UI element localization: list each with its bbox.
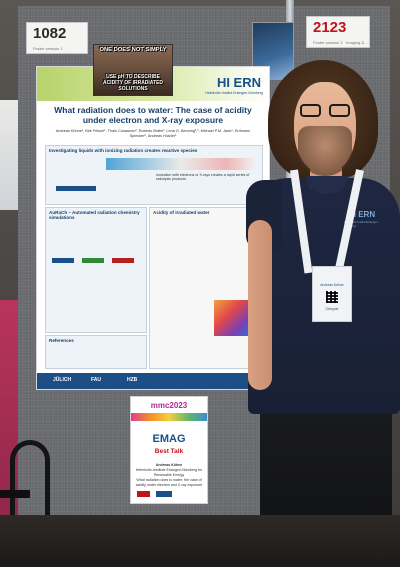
name-badge: Andreas Kühne Delegate (312, 266, 352, 322)
poster-section-auracch: AuRaCh – Automated radiation chemistry s… (45, 207, 147, 333)
hiern-logo: HI ERN (216, 75, 261, 90)
glasses-lens (300, 104, 321, 117)
poster-authors: Andreas Kühne¹, Birk Fritsch¹, Thaïs Cou… (55, 129, 251, 138)
glasses-icon (300, 104, 352, 118)
section-header: AuRaCh – Automated radiation chemistry s… (49, 210, 140, 220)
badge-role: Delegate (325, 307, 339, 311)
badge-name: Andreas Kühne (320, 283, 344, 287)
shirt-logo: HI ERN (348, 210, 376, 219)
meme-sticker: ONE DOES NOT SIMPLY USE pH TO DESCRIBE A… (93, 44, 173, 96)
board-number-tag-left: 1082 Poster session 1 (26, 22, 88, 54)
figure-bar (52, 258, 74, 263)
award-affiliation: Helmholtz-Institute Erlangen-Nürnberg fo… (135, 468, 203, 477)
poster-title: What radiation does to water: The case o… (54, 105, 252, 125)
beard (298, 126, 352, 176)
radiolysis-figure (106, 158, 256, 170)
figure-bar (82, 258, 104, 263)
shirt-collar (306, 176, 348, 194)
award-recipient-block: Andreas Kühne Helmholtz-Institute Erlang… (135, 463, 203, 488)
board-number: 1082 (33, 25, 67, 42)
section-text: Ionization with electrons or X-rays crea… (156, 173, 250, 181)
footer-logo: JÜLICH (53, 377, 72, 383)
hiern-logo-subtitle: Helmholtz-Institut Erlangen-Nürnberg (205, 91, 263, 95)
award-event-logo: mmc2023 (150, 401, 188, 410)
footer-logo: FAU (91, 377, 101, 383)
floor (0, 515, 400, 567)
board-session: Poster session 1 (33, 46, 63, 51)
board-number: 2123 (313, 19, 347, 36)
award-talk-title: What radiation does to water: the case o… (135, 478, 203, 487)
qr-code-icon (326, 291, 338, 303)
figure-bar (56, 186, 96, 191)
glasses-lens (329, 104, 350, 117)
award-sponsor-logos (137, 491, 201, 497)
award-recipient: Andreas Kühne (155, 463, 183, 467)
award-color-strip (131, 413, 207, 421)
section-header: References (49, 338, 74, 343)
section-header: Acidity of irradiated water (153, 210, 210, 215)
figure-bar (112, 258, 134, 263)
award-organization: EMAG (152, 433, 186, 445)
award-title: Best Talk (154, 448, 184, 455)
poster-section-acidity: Acidity of irradiated water (149, 207, 263, 369)
section-header: Investigating liquids with ionizing radi… (49, 148, 198, 153)
footer-logo: HZB (127, 377, 138, 383)
research-poster: HI ERN Helmholtz-Institut Erlangen-Nürnb… (36, 66, 270, 390)
board-session: Poster session 2 · Imaging & ... (313, 40, 369, 45)
poster-section-references: References (45, 335, 147, 369)
meme-top-text: ONE DOES NOT SIMPLY (99, 47, 167, 53)
poster-footer: JÜLICH FAU HZB (37, 373, 269, 389)
neighbor-poster (0, 100, 18, 210)
poster-section-intro: Investigating liquids with ionizing radi… (45, 145, 263, 205)
arm (248, 220, 272, 390)
board-number-tag-right: 2123 Poster session 2 · Imaging & ... (306, 16, 370, 48)
chair-seat (0, 490, 30, 498)
presenter: HI ERN Helmholtz-Institut Erlangen-Nürnb… (246, 60, 400, 567)
heatmap-figure (214, 300, 248, 336)
meme-bottom-text: USE pH TO DESCRIBE ACIDITY OF IRRADIATED… (102, 74, 164, 92)
award-certificate: mmc2023 EMAG Best Talk Andreas Kühne Hel… (130, 396, 208, 504)
